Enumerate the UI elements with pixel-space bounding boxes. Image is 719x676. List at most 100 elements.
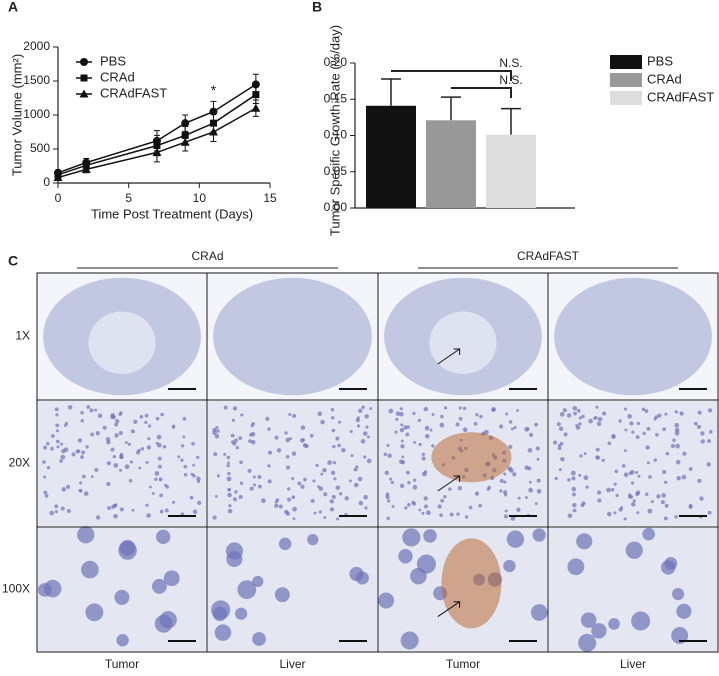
cell: [510, 427, 514, 431]
cell: [333, 477, 337, 481]
cell: [137, 448, 141, 452]
cell: [331, 494, 336, 500]
cell: [60, 442, 64, 446]
cell: [55, 439, 60, 444]
error-bar: [441, 96, 461, 121]
cell: [55, 429, 59, 433]
cell: [440, 414, 444, 419]
cell: [353, 467, 358, 472]
cell: [94, 408, 98, 412]
cell: [83, 491, 89, 496]
bracket: [451, 87, 512, 98]
cell: [331, 428, 336, 433]
marker: [252, 91, 260, 99]
cell: [313, 511, 317, 515]
cell: [86, 405, 91, 409]
cell: [94, 467, 99, 472]
cell: [418, 442, 422, 447]
cell: [675, 459, 681, 465]
cell: [158, 477, 163, 482]
cell: [154, 471, 160, 476]
cell: [412, 478, 417, 482]
y-tick-label: 0.05: [324, 164, 348, 178]
cell: [140, 447, 145, 451]
cell: [421, 456, 426, 461]
cell: [336, 517, 340, 521]
cell: [60, 454, 66, 460]
cell: [557, 446, 562, 451]
cell: [156, 434, 162, 440]
cell: [405, 470, 410, 475]
cell: [400, 444, 405, 449]
cell: [608, 618, 620, 630]
cell: [111, 504, 116, 509]
cell: [535, 446, 540, 451]
cell: [369, 407, 373, 411]
cell: [636, 421, 641, 425]
cell: [67, 405, 73, 410]
cell: [572, 406, 578, 411]
cell: [424, 425, 430, 431]
cell: [50, 434, 55, 438]
cell: [278, 537, 292, 551]
cell: [421, 511, 425, 515]
cell: [227, 461, 230, 465]
cell: [647, 508, 653, 514]
cell: [394, 430, 398, 434]
cell: [660, 560, 676, 575]
cell: [410, 567, 427, 585]
cell: [631, 430, 635, 434]
cell: [114, 589, 130, 605]
cell: [503, 514, 508, 519]
cell: [249, 486, 254, 491]
cell: [252, 475, 256, 479]
cell: [385, 494, 390, 500]
cell: [398, 549, 413, 564]
column-label: Liver: [279, 657, 305, 671]
series-line: [57, 107, 257, 179]
cell: [656, 494, 661, 499]
cell: [147, 437, 151, 441]
cell: [400, 439, 404, 443]
cell: [312, 479, 316, 483]
cell: [303, 477, 307, 482]
cell: [356, 424, 361, 428]
arrow: [437, 348, 461, 365]
cell: [226, 455, 231, 460]
cell: [335, 436, 340, 441]
cell: [675, 443, 680, 449]
cell: [114, 418, 120, 424]
column-label: Tumor: [446, 657, 480, 671]
cell: [267, 427, 271, 431]
cell: [443, 406, 448, 410]
cell: [418, 508, 422, 512]
cell: [627, 414, 632, 419]
bar: [366, 105, 416, 208]
micrographs: [36, 272, 719, 653]
cell: [662, 469, 667, 474]
marker: [80, 74, 88, 82]
tissue: [554, 277, 712, 396]
cell: [119, 452, 124, 457]
cell: [155, 529, 171, 545]
cell: [148, 485, 152, 489]
cell: [131, 508, 135, 512]
cell: [66, 508, 71, 514]
cell: [81, 450, 86, 455]
cell: [576, 408, 581, 413]
cell: [274, 503, 279, 508]
cell: [663, 516, 668, 521]
cell: [391, 505, 395, 509]
cell: [46, 465, 51, 470]
cell: [629, 421, 634, 426]
cell: [646, 461, 650, 465]
cell: [318, 486, 324, 491]
cell: [78, 488, 83, 493]
cell: [623, 407, 628, 411]
cell: [163, 570, 180, 587]
cell: [578, 473, 582, 477]
row-label: 20X: [9, 456, 30, 470]
cell: [291, 495, 296, 500]
cell: [708, 430, 713, 434]
cell: [300, 425, 306, 430]
